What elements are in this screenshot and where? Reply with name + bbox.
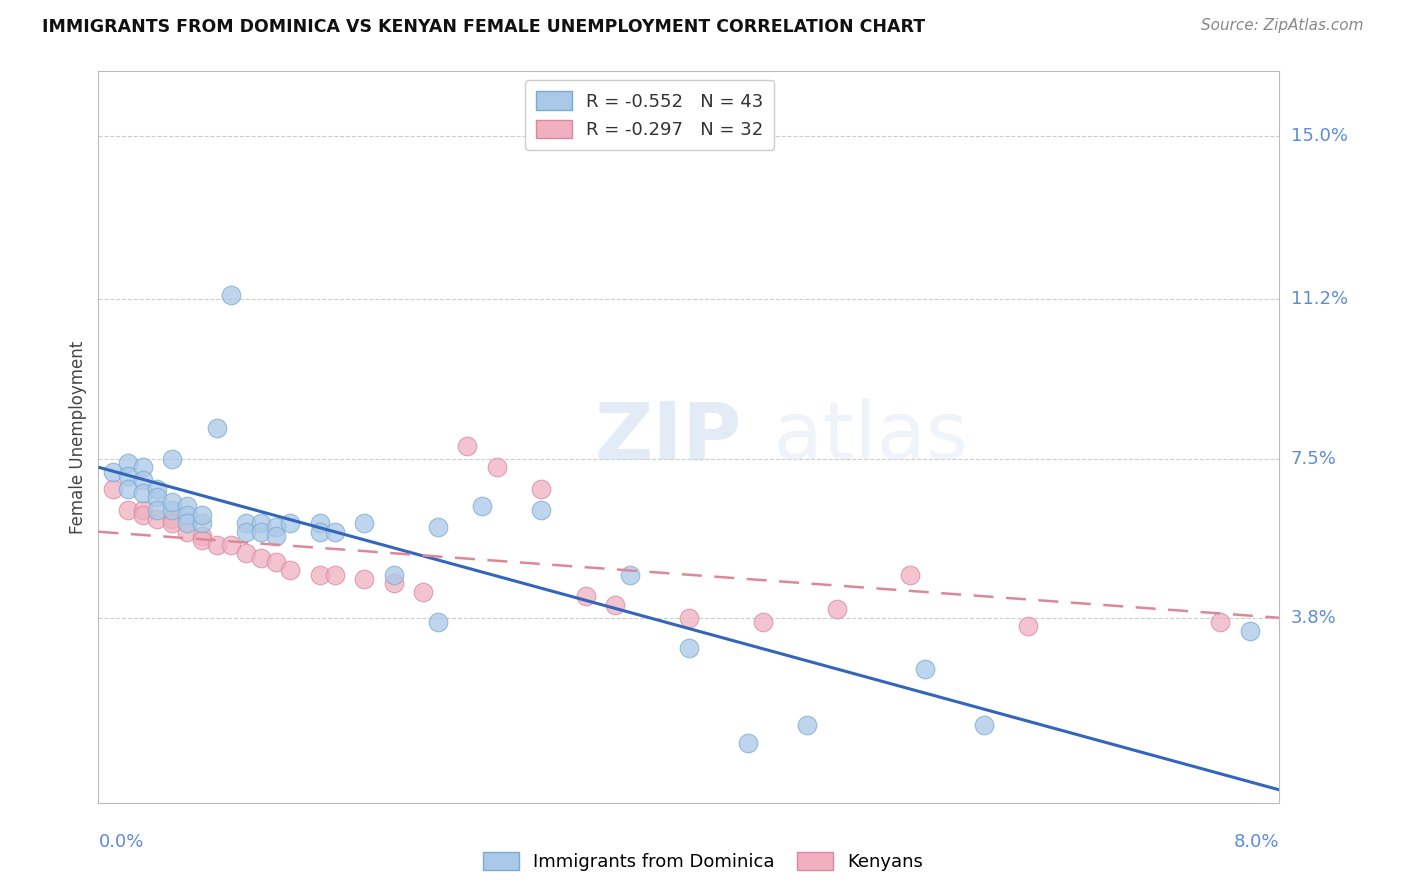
Point bbox=[456, 439, 478, 453]
Point bbox=[825, 602, 848, 616]
Point bbox=[191, 529, 214, 543]
Point bbox=[323, 567, 346, 582]
Point bbox=[132, 486, 155, 500]
Point bbox=[219, 538, 242, 552]
Point bbox=[235, 524, 257, 539]
Text: 7.5%: 7.5% bbox=[1291, 450, 1337, 467]
Point bbox=[382, 567, 405, 582]
Point bbox=[353, 516, 375, 530]
Text: 8.0%: 8.0% bbox=[1234, 833, 1279, 851]
Point bbox=[382, 576, 405, 591]
Point bbox=[146, 491, 169, 505]
Point bbox=[162, 503, 183, 517]
Point bbox=[176, 499, 198, 513]
Point bbox=[191, 533, 214, 548]
Point bbox=[308, 524, 332, 539]
Point bbox=[308, 567, 332, 582]
Point bbox=[176, 524, 198, 539]
Text: IMMIGRANTS FROM DOMINICA VS KENYAN FEMALE UNEMPLOYMENT CORRELATION CHART: IMMIGRANTS FROM DOMINICA VS KENYAN FEMAL… bbox=[42, 18, 925, 36]
Point bbox=[678, 611, 700, 625]
Point bbox=[235, 546, 257, 560]
Text: Source: ZipAtlas.com: Source: ZipAtlas.com bbox=[1201, 18, 1364, 33]
Point bbox=[485, 460, 508, 475]
Legend: R = -0.552   N = 43, R = -0.297   N = 32: R = -0.552 N = 43, R = -0.297 N = 32 bbox=[524, 80, 775, 150]
Point bbox=[205, 538, 228, 552]
Point bbox=[308, 516, 332, 530]
Point bbox=[973, 718, 995, 732]
Point bbox=[176, 508, 198, 522]
Point bbox=[132, 503, 155, 517]
Point bbox=[235, 516, 257, 530]
Point bbox=[132, 508, 155, 522]
Legend: Immigrants from Dominica, Kenyans: Immigrants from Dominica, Kenyans bbox=[475, 845, 931, 879]
Point bbox=[162, 512, 183, 526]
Point bbox=[264, 529, 287, 543]
Point bbox=[103, 465, 124, 479]
Point bbox=[737, 735, 759, 749]
Point bbox=[162, 516, 183, 530]
Point bbox=[530, 503, 553, 517]
Point bbox=[250, 524, 273, 539]
Point bbox=[117, 482, 139, 496]
Point bbox=[412, 585, 434, 599]
Point bbox=[1017, 619, 1039, 633]
Text: ZIP: ZIP bbox=[595, 398, 742, 476]
Point bbox=[323, 524, 346, 539]
Point bbox=[117, 456, 139, 470]
Point bbox=[250, 550, 273, 565]
Point bbox=[278, 564, 301, 578]
Text: 15.0%: 15.0% bbox=[1291, 127, 1347, 145]
Point bbox=[264, 555, 287, 569]
Point bbox=[426, 520, 449, 534]
Text: 0.0%: 0.0% bbox=[98, 833, 143, 851]
Point bbox=[605, 598, 627, 612]
Point bbox=[426, 615, 449, 629]
Text: atlas: atlas bbox=[595, 398, 969, 476]
Point bbox=[278, 516, 301, 530]
Point bbox=[162, 494, 183, 508]
Point bbox=[619, 567, 641, 582]
Point bbox=[132, 473, 155, 487]
Point bbox=[146, 482, 169, 496]
Point bbox=[117, 468, 139, 483]
Point bbox=[117, 503, 139, 517]
Point bbox=[146, 503, 169, 517]
Text: 11.2%: 11.2% bbox=[1291, 291, 1348, 309]
Point bbox=[250, 516, 273, 530]
Point bbox=[353, 572, 375, 586]
Point bbox=[191, 508, 214, 522]
Point bbox=[1239, 624, 1261, 638]
Point bbox=[176, 516, 198, 530]
Point bbox=[191, 516, 214, 530]
Point bbox=[574, 589, 596, 603]
Point bbox=[471, 499, 494, 513]
Point bbox=[162, 451, 183, 466]
Text: 3.8%: 3.8% bbox=[1291, 608, 1336, 627]
Point bbox=[132, 460, 155, 475]
Point bbox=[219, 288, 242, 302]
Point bbox=[205, 421, 228, 435]
Point bbox=[530, 482, 553, 496]
Point bbox=[898, 567, 921, 582]
Point bbox=[1209, 615, 1232, 629]
Point bbox=[678, 640, 700, 655]
Y-axis label: Female Unemployment: Female Unemployment bbox=[69, 341, 87, 533]
Point bbox=[103, 482, 124, 496]
Point bbox=[914, 662, 936, 676]
Point bbox=[796, 718, 818, 732]
Point bbox=[264, 520, 287, 534]
Point bbox=[751, 615, 773, 629]
Point bbox=[146, 512, 169, 526]
